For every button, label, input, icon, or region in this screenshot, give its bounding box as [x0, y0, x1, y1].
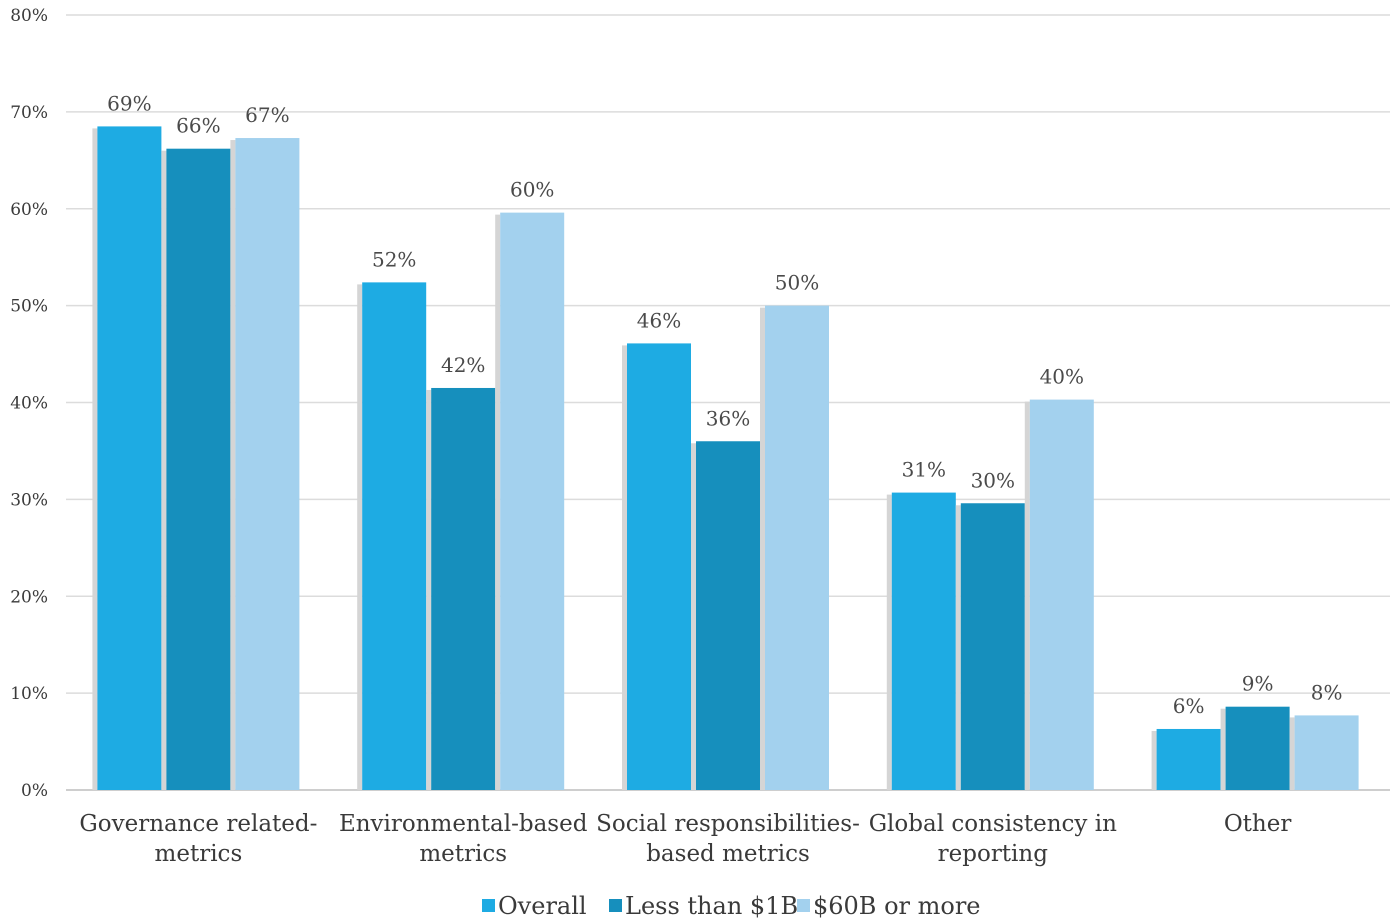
bar-shadow — [1220, 708, 1226, 790]
y-tick-label: 0% — [21, 781, 48, 801]
data-label: 42% — [441, 353, 485, 377]
y-tick-label: 80% — [10, 6, 48, 26]
data-label: 50% — [775, 271, 819, 295]
x-category-label: metrics — [419, 841, 507, 867]
legend: Overall Less than $1B $60B or more — [482, 892, 981, 920]
legend-label: $60B or more — [813, 892, 981, 918]
y-tick-label: 20% — [10, 587, 48, 607]
bar-overall-0 — [97, 126, 162, 790]
data-label: 46% — [637, 308, 681, 332]
bar-shadow — [955, 505, 961, 790]
bar-shadow — [92, 128, 98, 790]
x-category-label: reporting — [938, 841, 1049, 867]
bar-shadow — [357, 284, 363, 790]
bar-shadow — [691, 443, 696, 790]
legend-swatch — [797, 899, 810, 912]
x-category-label: Social responsibilities- — [596, 811, 860, 837]
bar-overall-4 — [1156, 728, 1221, 790]
data-label: 69% — [107, 91, 151, 115]
y-tick-label: 50% — [10, 297, 48, 317]
bar-shadow — [495, 214, 501, 790]
y-tick-label: 40% — [10, 394, 48, 414]
bar-less-than-1b-0 — [166, 148, 231, 790]
bar--60b-or-more-3 — [1029, 399, 1094, 790]
data-label: 66% — [176, 114, 220, 138]
bar-shadow — [886, 494, 892, 790]
data-label: 60% — [510, 178, 554, 202]
y-tick-label: 70% — [10, 103, 48, 123]
bar-shadow — [760, 307, 765, 790]
legend-swatch — [609, 899, 622, 912]
x-category-label: Other — [1224, 811, 1292, 837]
bar--60b-or-more-2 — [765, 305, 829, 790]
data-label: 67% — [245, 103, 289, 127]
bar--60b-or-more-0 — [235, 138, 300, 790]
x-category-label: Governance related- — [79, 811, 317, 837]
y-axis-tick-labels: 0% 10% 20% 30% 40% 50% 60% 70% 80% — [10, 6, 48, 801]
bar-shadow — [1289, 717, 1295, 790]
legend-label: Overall — [498, 892, 587, 918]
data-label: 9% — [1242, 672, 1274, 696]
data-labels: 69% 66% 67% 52% 42% 60% 46% 36% 50% 31% 30% 40% 6% 9%… — [107, 91, 1342, 718]
data-label: 6% — [1173, 694, 1205, 718]
bar-shadow — [1151, 730, 1157, 790]
bar--60b-or-more-4 — [1294, 715, 1359, 790]
bar-less-than-1b-4 — [1225, 706, 1290, 790]
bar-less-than-1b-3 — [960, 503, 1025, 790]
data-label: 30% — [971, 468, 1015, 492]
bar-less-than-1b-2 — [696, 441, 760, 790]
x-category-label: based metrics — [646, 841, 810, 867]
legend-label: Less than $1B — [625, 892, 798, 918]
bar-overall-1 — [362, 282, 427, 790]
bars — [92, 126, 1359, 790]
bar--60b-or-more-1 — [500, 212, 565, 790]
bar-less-than-1b-1 — [431, 387, 496, 790]
x-category-label: Environmental-based — [339, 811, 588, 837]
data-label: 36% — [706, 406, 750, 430]
bar-shadow — [230, 140, 236, 790]
bar-shadow — [426, 389, 432, 790]
bar-overall-2 — [627, 343, 691, 790]
y-tick-label: 60% — [10, 200, 48, 220]
data-label: 52% — [372, 247, 416, 271]
bar-shadow — [161, 150, 167, 790]
x-axis-category-labels: Governance related-metrics Environmental-… — [79, 811, 1291, 867]
y-tick-label: 30% — [10, 490, 48, 510]
x-category-label: Global consistency in — [869, 811, 1117, 837]
bar-overall-3 — [891, 492, 956, 790]
data-label: 31% — [902, 458, 946, 482]
data-label: 8% — [1311, 680, 1343, 704]
y-tick-label: 10% — [10, 684, 48, 704]
bar-shadow — [622, 345, 627, 790]
bar-shadow — [1024, 401, 1030, 790]
legend-swatch — [482, 899, 495, 912]
x-category-label: metrics — [155, 841, 243, 867]
data-label: 40% — [1040, 365, 1084, 389]
